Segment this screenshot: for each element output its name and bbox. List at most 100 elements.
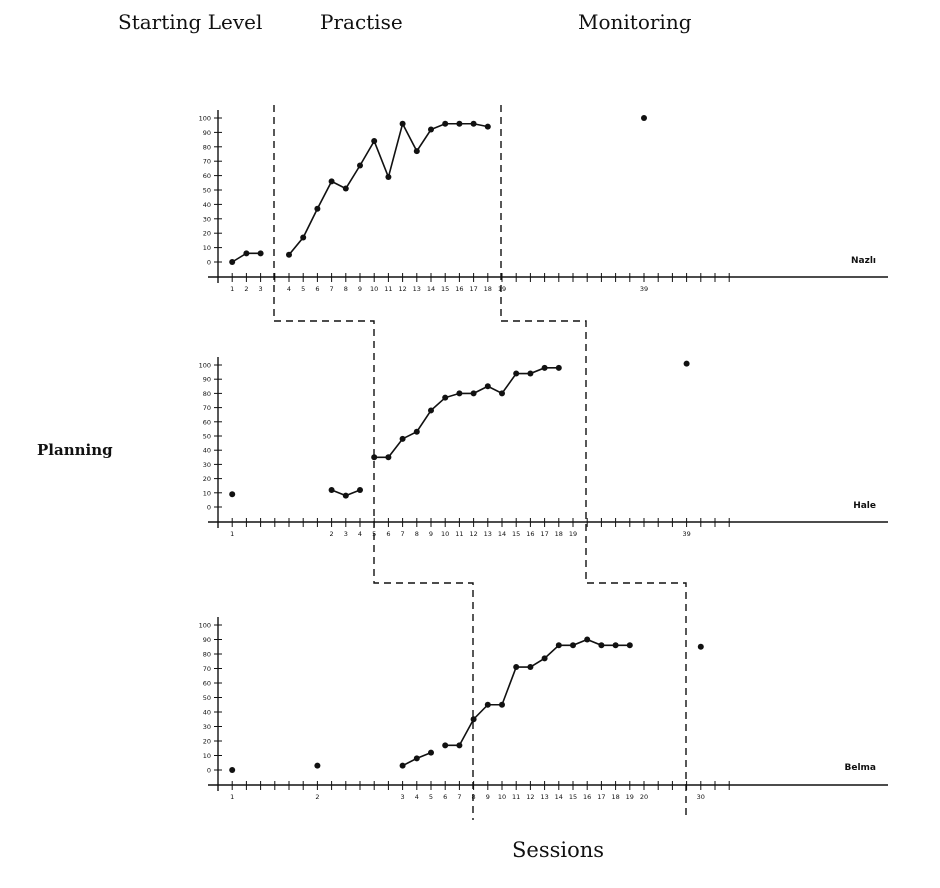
x-tick-label: 7: [330, 285, 334, 293]
x-tick-label: 15: [441, 285, 449, 293]
data-point: [584, 636, 591, 643]
data-point: [399, 435, 406, 442]
y-tick-label: 90: [203, 129, 211, 137]
y-tick-label: 50: [203, 694, 211, 702]
data-point: [442, 120, 449, 127]
x-tick-label: 16: [455, 285, 463, 293]
x-tick-label: 18: [611, 793, 619, 801]
data-point: [442, 742, 449, 749]
x-tick-label: 15: [569, 793, 577, 801]
data-point: [513, 664, 520, 671]
x-tick-label: 19: [498, 285, 506, 293]
y-tick-label: 40: [203, 201, 211, 209]
data-point: [442, 394, 449, 401]
x-tick-label: 11: [384, 285, 392, 293]
data-point: [499, 701, 505, 708]
data-point: [357, 162, 363, 169]
data-point: [257, 250, 264, 257]
data-point: [626, 642, 633, 649]
planning-label: Planning: [37, 441, 113, 459]
y-tick-label: 70: [203, 404, 211, 412]
x-tick-label: 14: [427, 285, 435, 293]
y-tick-label: 20: [203, 738, 211, 746]
x-tick-label: 10: [498, 793, 506, 801]
x-tick-label: 18: [555, 530, 563, 538]
data-point: [328, 486, 335, 493]
x-tick-label: 5: [301, 285, 305, 293]
data-point: [484, 383, 491, 390]
data-point: [513, 370, 520, 377]
data-point: [342, 492, 349, 499]
x-tick-label: 14: [498, 530, 506, 538]
x-tick-label: 19: [569, 530, 577, 538]
y-tick-label: 10: [203, 752, 211, 760]
phase-change-line-2: [500, 105, 687, 820]
data-point: [413, 428, 420, 435]
data-point: [371, 138, 378, 145]
y-tick-label: 50: [203, 187, 211, 195]
y-tick-label: 80: [203, 143, 211, 151]
y-tick-label: 40: [203, 709, 211, 717]
phase-label-monitoring: Monitoring: [578, 10, 692, 34]
x-tick-label: 2: [244, 285, 248, 293]
x-tick-label: 13: [413, 285, 421, 293]
y-tick-label: 40: [203, 447, 211, 455]
data-point: [484, 701, 491, 708]
y-tick-label: 60: [203, 680, 211, 688]
y-tick-label: 30: [203, 461, 211, 469]
y-tick-label: 100: [199, 362, 211, 370]
x-tick-label: 13: [484, 530, 492, 538]
y-tick-label: 0: [207, 504, 211, 512]
y-tick-label: 60: [203, 172, 211, 180]
x-tick-label: 8: [415, 530, 419, 538]
x-tick-label: 12: [526, 793, 534, 801]
x-tick-label: 3: [401, 793, 405, 801]
data-point: [300, 234, 307, 241]
x-tick-label: 9: [429, 530, 433, 538]
data-point: [314, 762, 321, 769]
x-tick-label: 19: [626, 793, 634, 801]
data-point: [328, 178, 335, 185]
y-tick-label: 30: [203, 215, 211, 223]
x-tick-label: 4: [358, 530, 362, 538]
data-point: [641, 115, 647, 121]
data-point: [399, 762, 406, 769]
x-tick-label: 4: [287, 285, 291, 293]
x-tick-label: 13: [540, 793, 548, 801]
data-point: [286, 251, 292, 258]
x-tick-label: 1: [230, 530, 234, 538]
data-point: [371, 454, 378, 461]
series-line: [374, 367, 559, 459]
data-point: [484, 123, 491, 130]
x-tick-label: 8: [344, 285, 348, 293]
x-tick-label: 5: [429, 793, 433, 801]
x-tick-label: 39: [682, 530, 690, 538]
data-point: [527, 370, 534, 377]
data-point: [456, 390, 463, 397]
data-point: [456, 742, 463, 749]
y-tick-label: 100: [199, 622, 211, 630]
data-point: [612, 642, 619, 649]
data-point: [385, 174, 392, 181]
y-tick-label: 100: [199, 115, 211, 123]
data-point: [428, 749, 434, 756]
y-tick-label: 10: [203, 489, 211, 497]
data-point: [598, 642, 605, 649]
phase-label-starting-level: Starting Level: [118, 10, 263, 34]
y-tick-label: 90: [203, 376, 211, 384]
data-point: [470, 120, 477, 127]
y-tick-label: 80: [203, 651, 211, 659]
x-tick-label: 3: [259, 285, 263, 293]
data-point: [342, 185, 349, 192]
sessions-axis-label: Sessions: [512, 838, 605, 862]
x-tick-label: 1: [230, 285, 234, 293]
x-tick-label: 18: [484, 285, 492, 293]
data-point: [413, 755, 420, 762]
data-point: [499, 390, 505, 397]
x-tick-label: 6: [315, 285, 319, 293]
x-tick-label: 16: [583, 793, 591, 801]
data-point: [229, 259, 236, 265]
x-tick-label: 15: [512, 530, 520, 538]
y-tick-label: 60: [203, 418, 211, 426]
